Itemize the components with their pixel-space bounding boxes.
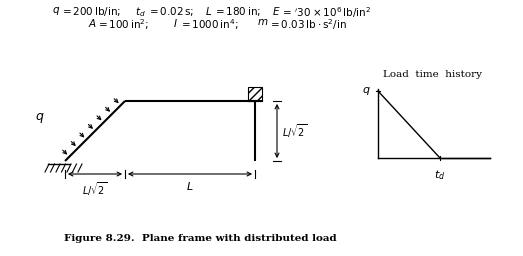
Text: $= 180\,\rm{in;}$: $= 180\,\rm{in;}$: [213, 5, 261, 18]
Text: $q$: $q$: [52, 5, 60, 17]
Text: Figure 8.29.  Plane frame with distributed load: Figure 8.29. Plane frame with distribute…: [64, 234, 336, 243]
Text: $t_d$: $t_d$: [135, 5, 146, 19]
Text: $q$: $q$: [35, 111, 45, 125]
Text: $L/\sqrt{2}$: $L/\sqrt{2}$: [82, 180, 108, 198]
Text: $E$: $E$: [272, 5, 280, 17]
Bar: [248, 87, 262, 101]
Text: $L$: $L$: [205, 5, 212, 17]
Text: $L/\sqrt{2}$: $L/\sqrt{2}$: [282, 122, 308, 140]
Text: $= 100\,\rm{in^2;}$: $= 100\,\rm{in^2;}$: [96, 17, 149, 32]
Text: $= 200\,\rm{lb/in;}$: $= 200\,\rm{lb/in;}$: [60, 5, 121, 18]
Text: Load  time  history: Load time history: [383, 70, 482, 79]
Text: $L$: $L$: [186, 180, 194, 192]
Text: $q$: $q$: [362, 85, 371, 97]
Text: $A$: $A$: [88, 17, 97, 29]
Text: $I$: $I$: [173, 17, 178, 29]
Text: $=\,{'}30 \times 10^6\,\rm{lb/in^2}$: $=\,{'}30 \times 10^6\,\rm{lb/in^2}$: [280, 5, 371, 20]
Text: $m$: $m$: [257, 17, 268, 27]
Text: $= 0.03\,\rm{lb \cdot s^2/in}$: $= 0.03\,\rm{lb \cdot s^2/in}$: [268, 17, 347, 32]
Text: $t_d$: $t_d$: [434, 168, 446, 182]
Text: $= 1000\,\rm{in^4;}$: $= 1000\,\rm{in^4;}$: [179, 17, 238, 32]
Text: $= 0.02\,\rm{s;}$: $= 0.02\,\rm{s;}$: [147, 5, 195, 18]
